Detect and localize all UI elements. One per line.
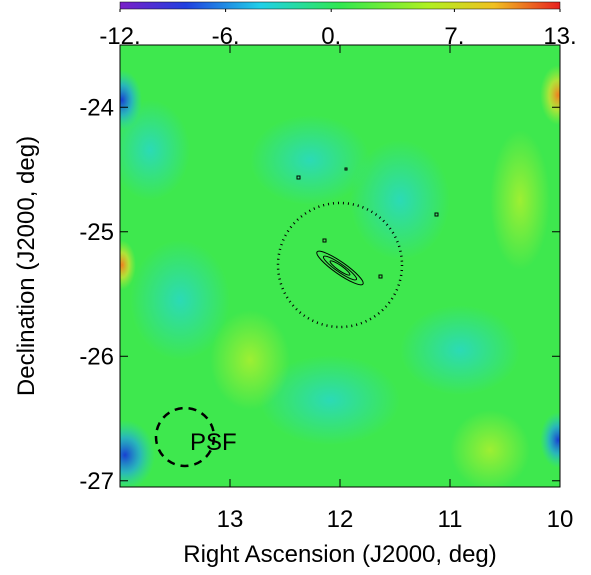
colorbar-tick-label: -12. xyxy=(99,23,140,50)
x-tick-label: 10 xyxy=(547,506,574,533)
y-tick-label: -24 xyxy=(79,94,114,121)
colorbar xyxy=(119,1,561,10)
colorbar-tick-label: 0. xyxy=(321,23,341,50)
colorbar-tick-label: 13. xyxy=(543,23,576,50)
colorbar-tick-label: 7. xyxy=(444,23,464,50)
y-tick-label: -25 xyxy=(79,219,114,246)
y-tick-label: -27 xyxy=(79,468,114,495)
x-tick-label: 13 xyxy=(217,506,244,533)
sky-map xyxy=(120,45,560,487)
x-tick-label: 11 xyxy=(438,506,463,533)
x-tick-label: 12 xyxy=(327,506,354,533)
y-tick-label: -26 xyxy=(79,343,114,370)
x-axis-label: Right Ascension (J2000, deg) xyxy=(183,541,497,568)
psf-label: PSF xyxy=(190,429,237,456)
y-axis-label: Declination (J2000, deg) xyxy=(13,136,40,396)
colorbar-tick-label: -6. xyxy=(212,23,240,50)
